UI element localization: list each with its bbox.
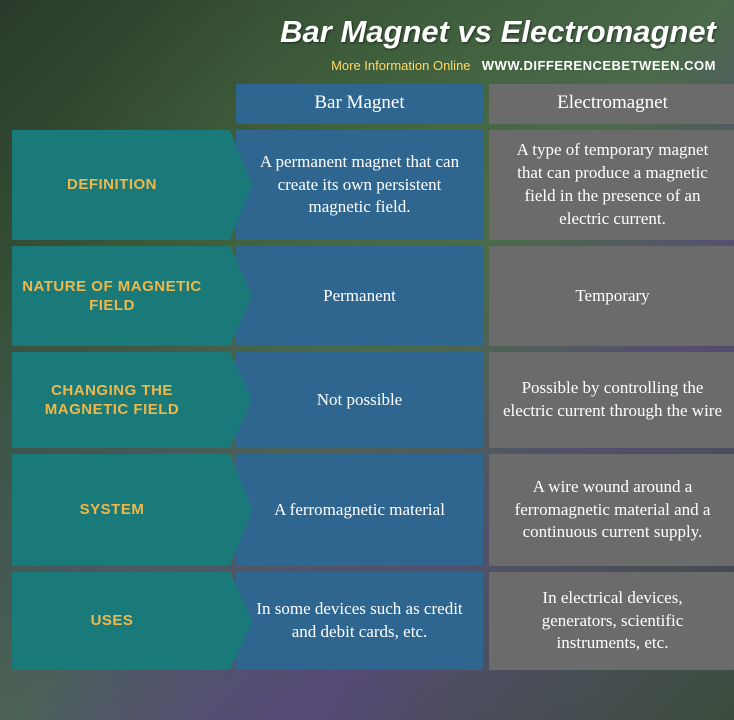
page-title: Bar Magnet vs Electromagnet <box>8 8 726 50</box>
column-header-electromagnet: Electromagnet <box>489 84 734 124</box>
cell-uses-bar: In some devices such as credit and debit… <box>236 572 483 670</box>
column-header-bar-magnet: Bar Magnet <box>236 84 483 124</box>
source-url: WWW.DIFFERENCEBETWEEN.COM <box>482 58 716 73</box>
row-label-changing: CHANGING THE MAGNETIC FIELD <box>12 352 230 448</box>
cell-system-bar: A ferromagnetic material <box>236 454 483 566</box>
cell-system-electro: A wire wound around a ferromagnetic mate… <box>489 454 734 566</box>
cell-changing-bar: Not possible <box>236 352 483 448</box>
comparison-grid: Bar Magnet Electromagnet DEFINITION A pe… <box>8 84 726 670</box>
row-label-system: SYSTEM <box>12 454 230 566</box>
cell-nature-electro: Temporary <box>489 246 734 346</box>
header-spacer <box>12 84 230 124</box>
row-label-nature: NATURE OF MAGNETIC FIELD <box>12 246 230 346</box>
infographic-container: Bar Magnet vs Electromagnet More Informa… <box>0 0 734 720</box>
more-info-text: More Information Online <box>331 58 470 73</box>
cell-definition-bar: A permanent magnet that can create its o… <box>236 130 483 240</box>
subtitle-bar: More Information Online WWW.DIFFERENCEBE… <box>8 50 726 84</box>
cell-changing-electro: Possible by controlling the electric cur… <box>489 352 734 448</box>
row-label-definition: DEFINITION <box>12 130 230 240</box>
cell-uses-electro: In electrical devices, generators, scien… <box>489 572 734 670</box>
row-label-uses: USES <box>12 572 230 670</box>
cell-definition-electro: A type of temporary magnet that can prod… <box>489 130 734 240</box>
cell-nature-bar: Permanent <box>236 246 483 346</box>
